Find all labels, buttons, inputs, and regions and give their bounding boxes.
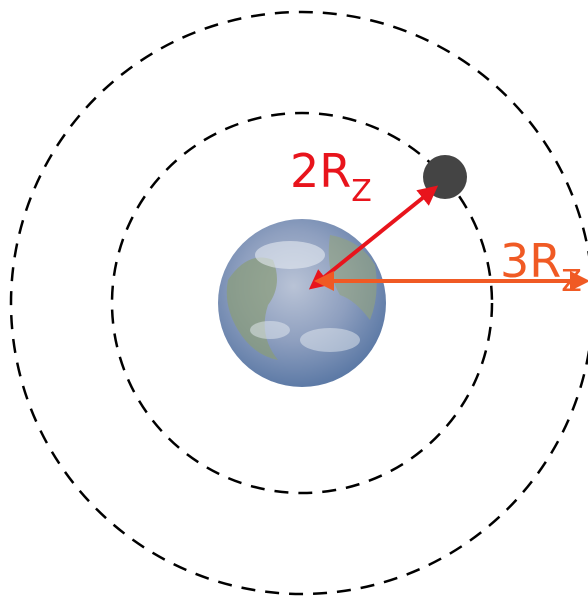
inner-orbit xyxy=(110,111,494,495)
outer-orbit xyxy=(9,10,588,596)
label-main: 2R xyxy=(290,144,351,198)
label-3r: 3RZ xyxy=(500,234,582,299)
label-sub: Z xyxy=(351,174,372,209)
earth xyxy=(218,219,386,387)
radius-arrow-2r xyxy=(308,185,439,290)
label-2r: 2RZ xyxy=(290,144,372,209)
label-sub: Z xyxy=(561,264,582,299)
label-main: 3R xyxy=(500,234,561,288)
